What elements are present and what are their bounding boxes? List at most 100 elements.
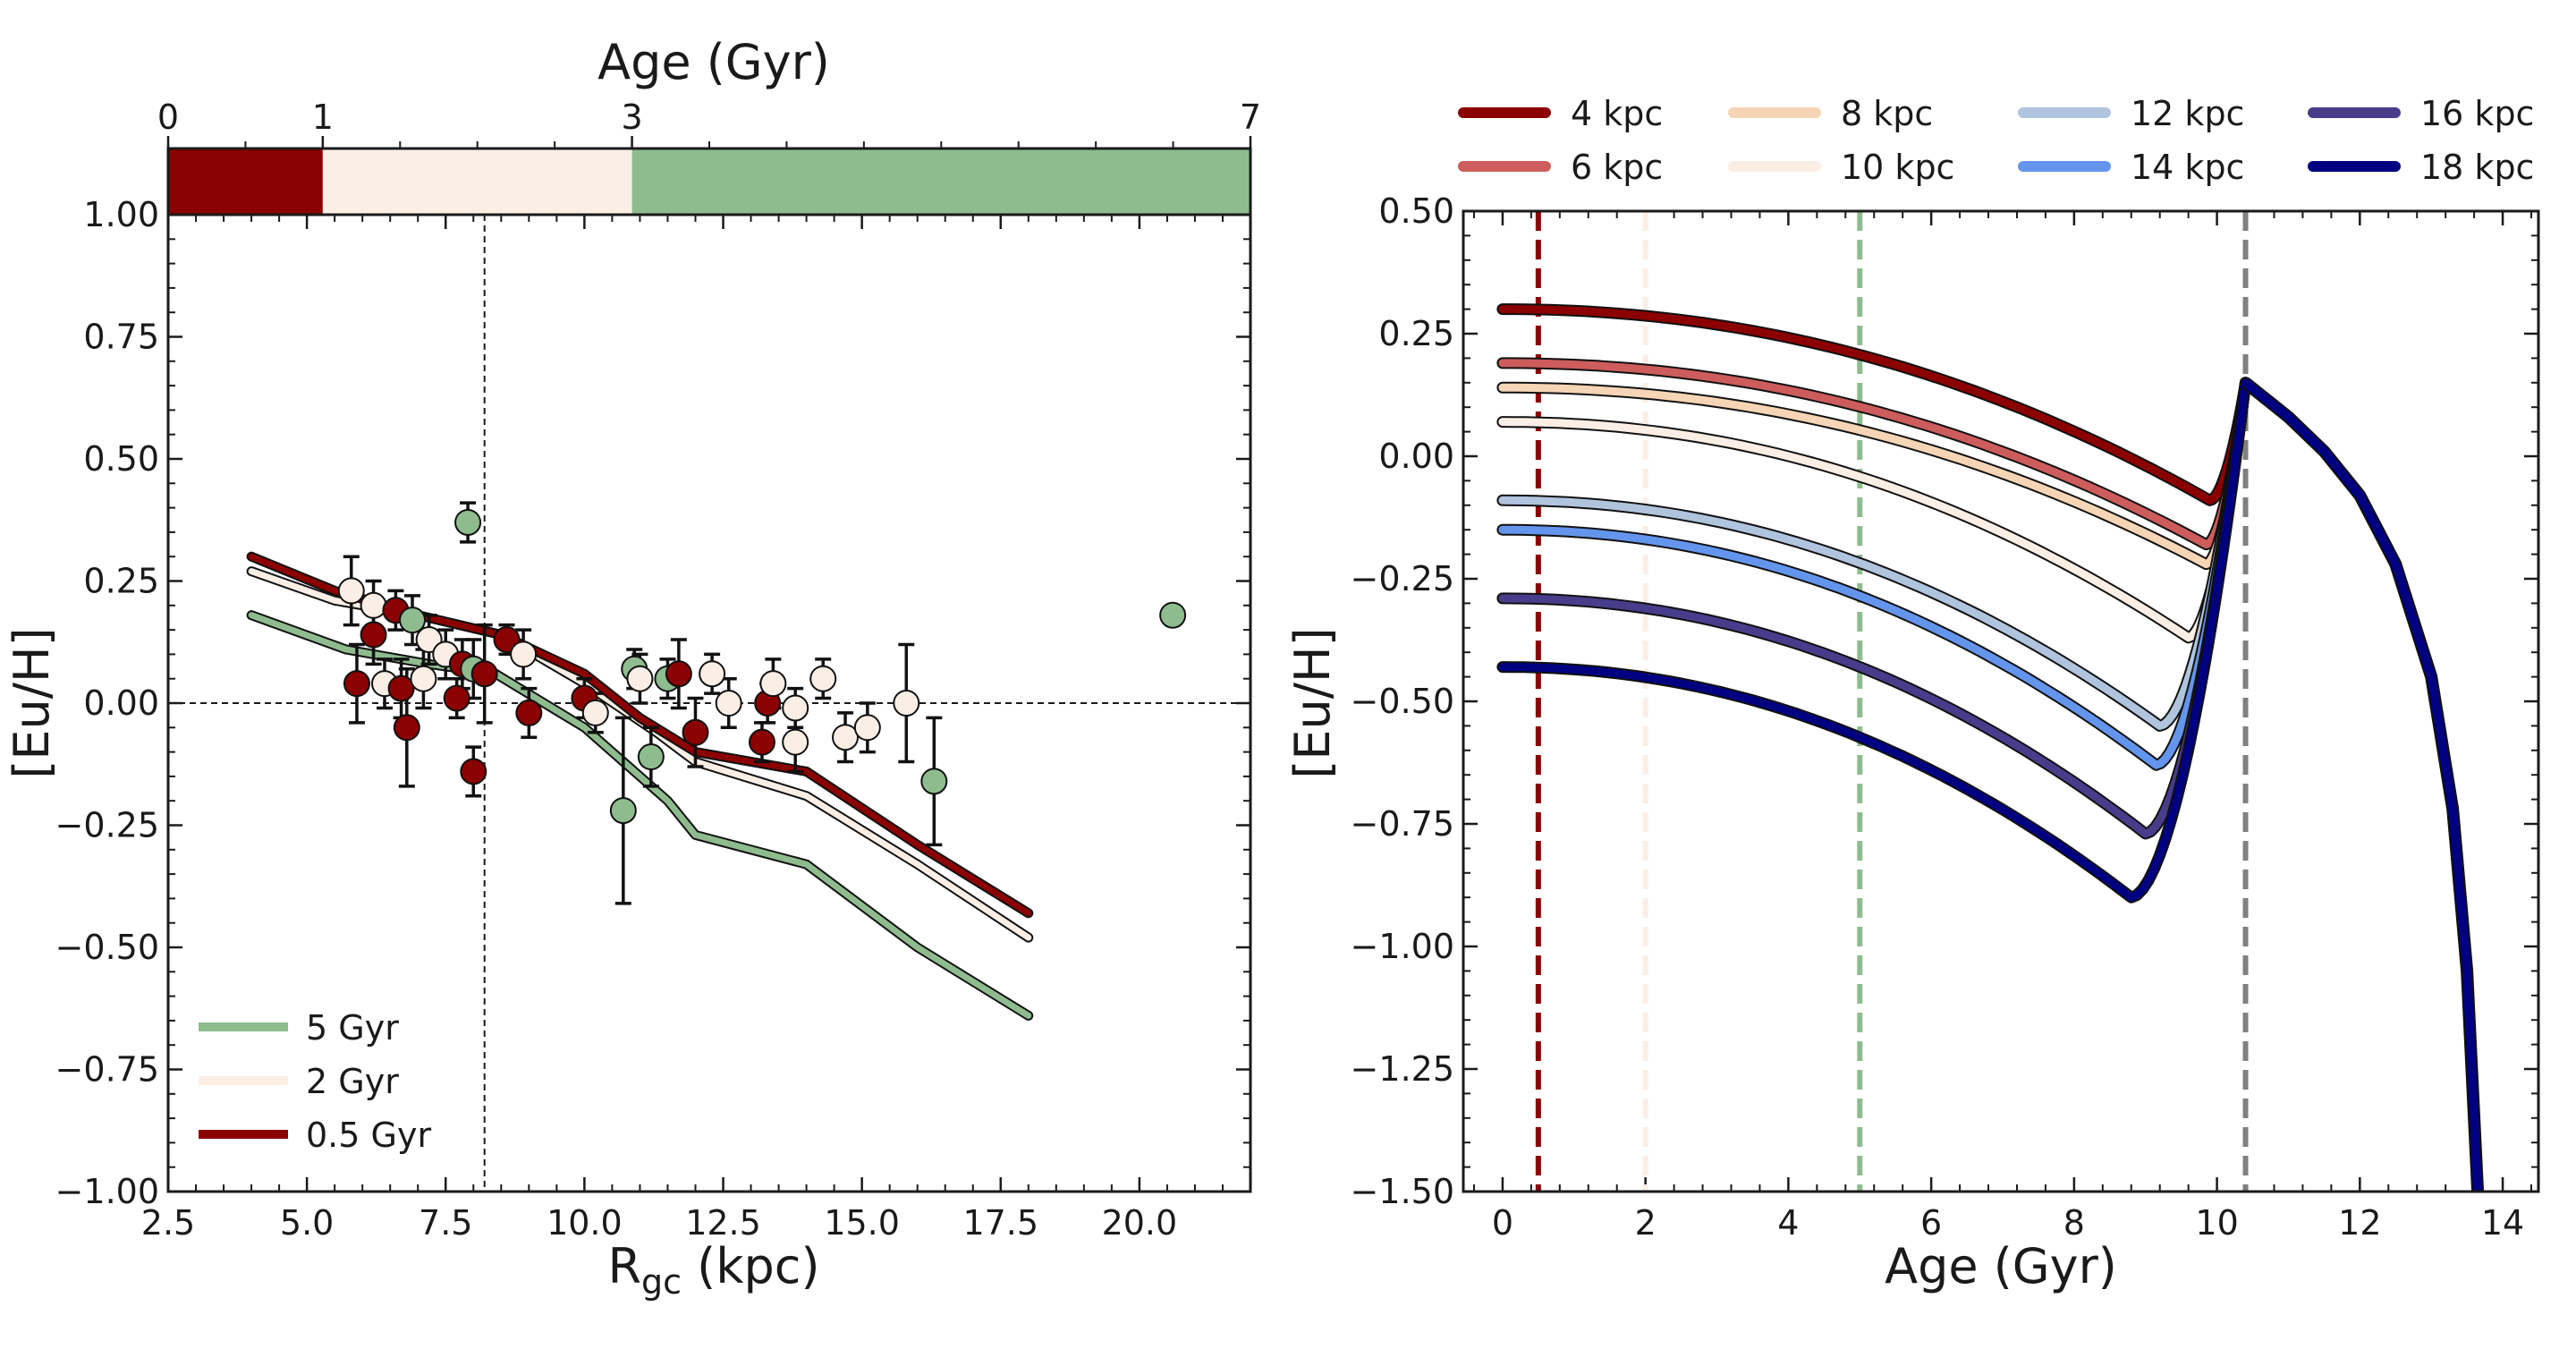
data-point-29 [682,718,709,746]
right-ytick-label-0: −1.50 [1351,1172,1454,1211]
right-ytick-label-2: −1.00 [1351,927,1454,966]
left-xlabel-subscript: gc [641,1262,682,1302]
age-tick-label-3: 7 [1240,98,1261,137]
data-point-32 [748,728,775,756]
right-xtick-label-4: 8 [2063,1203,2085,1243]
data-point-36 [782,728,809,756]
data-point-30 [699,660,726,688]
data-point-15 [460,758,487,785]
right-curve-18-kpc [1498,378,2250,902]
right-tick-labels: 0 2 4 6 8 10 12 14 −1.50 −1.25 −1.00 −0.75 −0.50 −0.2… [1351,191,2525,1243]
left-plot-frame [166,213,1252,1193]
right-axis-ticks [1463,209,2538,1193]
data-point-6 [387,674,415,702]
left-data-points [337,508,1187,825]
data-point-1 [343,670,370,698]
age-bin-1 [322,148,632,215]
left-ytick-label-4: 0.00 [83,683,159,723]
data-point-12 [443,684,470,712]
left-xtick-label-2: 7.5 [419,1203,472,1243]
left-legend-label-0: 5 Gyr [306,1008,399,1048]
data-point-22 [581,699,609,726]
data-point-13 [454,508,482,536]
right-xtick-label-5: 10 [2195,1203,2238,1243]
left-xtick-label-1: 5.0 [280,1203,334,1243]
age-bin-2 [631,148,1250,215]
left-xlabel-main: R [607,1238,641,1294]
age-colorbar [168,148,1250,215]
data-point-19 [510,641,538,668]
data-point-2 [360,621,387,649]
left-ytick-label-3: −0.25 [55,806,159,845]
right-legend-label-4: 12 kpc [2131,94,2244,133]
data-point-41 [920,768,948,795]
right-xtick-label-6: 12 [2338,1203,2381,1243]
right-ytick-label-8: 0.50 [1378,191,1454,231]
left-legend-label-2: 0.5 Gyr [306,1116,431,1155]
data-point-25 [626,665,654,692]
right-curve-14-kpc [1498,378,2250,769]
right-plot-frame [1462,209,2540,1193]
data-point-8 [399,607,427,634]
right-ytick-label-3: −0.75 [1351,804,1454,844]
right-decline-curve [2242,378,2483,1192]
right-xtick-label-3: 6 [1920,1203,1942,1243]
left-tick-labels: 2.5 5.0 7.5 10.0 12.5 15.0 17.5 20.0 −1.00 −0.75 −… [55,195,1178,1243]
right-ytick-label-5: −0.25 [1351,559,1454,598]
right-legend-label-0: 4 kpc [1571,94,1663,133]
left-legend: 5 Gyr 2 Gyr 0.5 Gyr [199,1008,431,1155]
data-point-17 [470,660,498,688]
right-legend-label-6: 16 kpc [2420,94,2534,133]
right-vertical-lines [1535,211,2249,1192]
right-x-axis-label: Age (Gyr) [1885,1238,2117,1294]
left-ytick-label-1: −0.75 [55,1050,159,1090]
left-ytick-label-7: 0.75 [83,318,159,357]
right-curve-12-kpc [1498,378,2250,730]
data-point-40 [893,690,920,717]
right-legend-label-5: 14 kpc [2131,148,2244,187]
age-tick-label-0: 0 [157,98,179,137]
data-point-35 [782,694,809,722]
right-curves [1496,303,2485,1192]
left-ytick-label-0: −1.00 [55,1172,159,1211]
right-ytick-label-6: 0.00 [1378,437,1454,476]
data-point-0 [337,577,365,605]
left-legend-label-1: 2 Gyr [306,1062,399,1101]
left-ytick-label-8: 1.00 [83,195,159,234]
right-ytick-label-1: −1.25 [1351,1049,1454,1089]
right-y-axis-label: [Eu/H] [1284,627,1341,778]
right-legend: 4 kpc 6 kpc 8 kpc 10 kpc 12 kpc 14 kpc 16 kpc 1… [1458,94,2534,187]
data-point-26 [637,743,665,771]
left-panel: Age (Gyr) 0 1 3 7 2.5 5.0 7.5 10.0 12.5 15.0 17.5… [4,34,1261,1302]
age-tick-label-1: 1 [312,98,334,137]
left-ytick-label-6: 0.50 [83,439,159,479]
left-xtick-label-4: 12.5 [685,1203,761,1243]
right-ytick-label-4: −0.50 [1351,682,1454,721]
data-point-37 [809,665,837,692]
right-xtick-label-0: 0 [1492,1203,1513,1243]
right-ytick-label-7: 0.25 [1378,314,1454,353]
left-xtick-label-6: 17.5 [962,1203,1038,1243]
right-curve-4-kpc [1498,305,2250,505]
age-bin-0 [168,148,323,215]
age-tick-label-2: 3 [621,98,642,137]
right-panel: 0 2 4 6 8 10 12 14 −1.50 −1.25 −1.00 −0.75 −0.50 −0.2… [1284,94,2540,1294]
data-point-3 [360,591,387,619]
right-legend-label-1: 6 kpc [1571,148,1663,187]
data-point-23 [609,797,637,825]
data-point-31 [715,690,742,717]
age-bar-title: Age (Gyr) [597,34,830,90]
left-error-bars [343,501,943,905]
data-point-20 [515,699,543,726]
left-xlabel-unit: (kpc) [682,1238,820,1294]
right-xtick-label-1: 2 [1635,1203,1657,1243]
right-xtick-label-7: 14 [2481,1203,2524,1243]
left-x-axis-label: Rgc (kpc) [607,1238,819,1302]
data-point-28 [665,660,692,688]
left-y-axis-label: [Eu/H] [4,627,60,778]
data-point-39 [853,714,881,742]
right-xtick-label-2: 4 [1777,1203,1799,1243]
data-point-42 [1159,601,1187,629]
left-xtick-label-5: 15.0 [824,1203,900,1243]
